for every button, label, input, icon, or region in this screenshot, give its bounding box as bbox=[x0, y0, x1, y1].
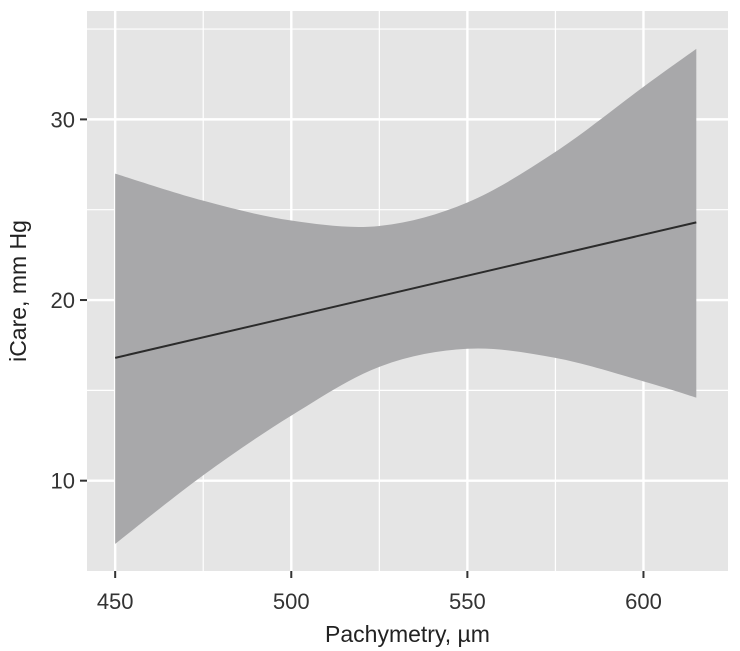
x-tick-label: 450 bbox=[97, 589, 134, 614]
confidence-band bbox=[115, 48, 697, 544]
x-tick-label: 600 bbox=[625, 589, 662, 614]
x-axis-title: Pachymetry, µm bbox=[325, 621, 490, 647]
y-tick-label: 30 bbox=[51, 107, 75, 132]
y-tick-label: 10 bbox=[51, 469, 75, 494]
x-tick-label: 550 bbox=[449, 589, 486, 614]
regression-line bbox=[114, 221, 697, 359]
y-axis-title: iCare, mm Hg bbox=[5, 220, 31, 362]
x-tick-label: 500 bbox=[273, 589, 310, 614]
y-axis: 10 20 30 bbox=[51, 107, 87, 494]
y-tick-label: 20 bbox=[51, 288, 75, 313]
x-axis: 450 500 550 600 bbox=[97, 571, 662, 614]
